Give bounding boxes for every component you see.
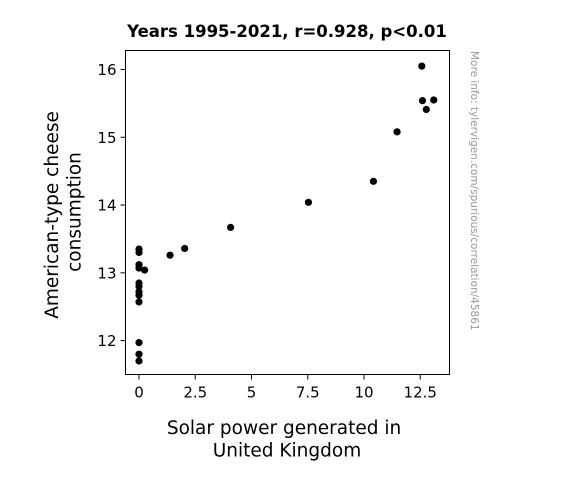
x-axis-label-line-1: Solar power generated in xyxy=(167,418,401,439)
data-point xyxy=(393,128,401,136)
x-axis-label-line-2: United Kingdom xyxy=(213,441,362,462)
data-point xyxy=(135,279,143,287)
y-axis-ticks: 12 13 14 15 16 xyxy=(97,61,126,350)
data-point xyxy=(369,177,378,185)
data-point xyxy=(135,261,143,269)
x-tick-label: 5 xyxy=(247,384,257,402)
data-point xyxy=(135,339,143,347)
y-axis-label-line-2: consumption xyxy=(65,152,86,272)
data-point xyxy=(135,350,143,358)
x-tick-label: 2.5 xyxy=(183,384,207,402)
x-axis-ticks: 0 2.5 5 7.5 10 12.5 xyxy=(134,374,437,402)
data-point xyxy=(135,288,143,296)
y-tick-label: 16 xyxy=(97,61,116,79)
data-point xyxy=(166,251,174,259)
data-point xyxy=(135,357,143,365)
y-axis-label: American-type cheese consumption xyxy=(42,105,86,319)
y-tick-label: 15 xyxy=(97,129,116,147)
plot-frame xyxy=(125,50,450,375)
x-tick-label: 0 xyxy=(134,384,144,402)
watermark: More info: tylervigen.com/spurious/corre… xyxy=(468,51,480,331)
x-tick-label: 10 xyxy=(354,384,373,402)
plot-layer xyxy=(135,62,438,365)
data-point xyxy=(418,62,426,70)
data-point xyxy=(304,198,313,206)
y-tick-label: 12 xyxy=(97,332,116,350)
y-axis-label-line-1: American-type cheese xyxy=(42,111,63,319)
data-point xyxy=(135,298,143,306)
data-point xyxy=(141,266,149,274)
data-point xyxy=(135,245,143,253)
chart-title: Years 1995-2021, r=0.928, p<0.01 xyxy=(126,22,447,41)
x-tick-label: 7.5 xyxy=(296,384,320,402)
data-point xyxy=(430,96,438,104)
y-tick-label: 14 xyxy=(97,197,116,215)
y-tick-label: 13 xyxy=(97,264,116,282)
data-point xyxy=(422,105,430,114)
data-point xyxy=(181,244,189,253)
data-point xyxy=(226,223,235,232)
x-tick-label: 12.5 xyxy=(404,384,437,402)
x-axis-label: Solar power generated in United Kingdom xyxy=(167,418,407,462)
data-point xyxy=(418,97,427,105)
